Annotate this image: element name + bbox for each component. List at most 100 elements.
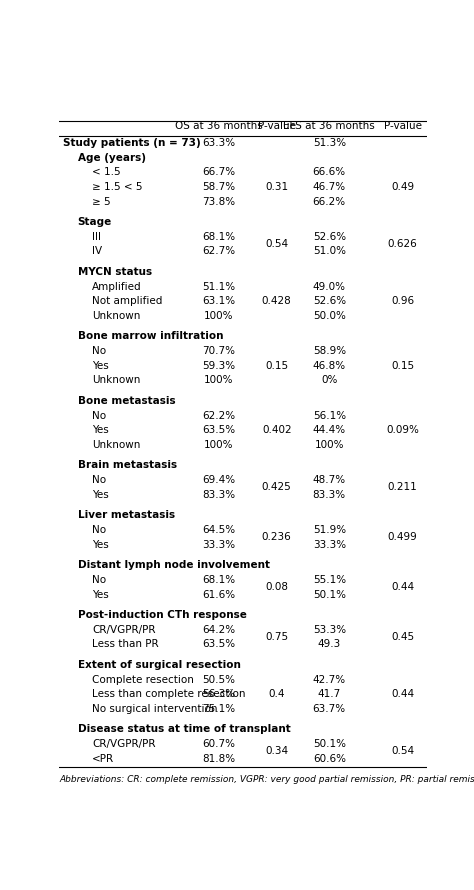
Text: 0.54: 0.54 <box>265 239 288 249</box>
Text: 0.34: 0.34 <box>265 747 288 756</box>
Text: 62.7%: 62.7% <box>202 247 236 256</box>
Text: 63.3%: 63.3% <box>202 138 236 148</box>
Text: 75.1%: 75.1% <box>202 704 236 714</box>
Text: No surgical intervention: No surgical intervention <box>92 704 218 714</box>
Text: 51.1%: 51.1% <box>202 281 236 292</box>
Text: 81.8%: 81.8% <box>202 754 236 764</box>
Text: CR/VGPR/PR: CR/VGPR/PR <box>92 625 156 635</box>
Text: Yes: Yes <box>92 490 109 500</box>
Text: <PR: <PR <box>92 754 114 764</box>
Text: No: No <box>92 346 107 356</box>
Text: 0.499: 0.499 <box>388 532 418 542</box>
Text: 0.428: 0.428 <box>262 296 292 306</box>
Text: 0.54: 0.54 <box>391 747 414 756</box>
Text: 0.15: 0.15 <box>265 360 288 371</box>
Text: 0.31: 0.31 <box>265 182 288 192</box>
Text: Amplified: Amplified <box>92 281 142 292</box>
Text: Disease status at time of transplant: Disease status at time of transplant <box>78 724 291 734</box>
Text: 58.9%: 58.9% <box>313 346 346 356</box>
Text: 0.49: 0.49 <box>391 182 414 192</box>
Text: No: No <box>92 410 107 421</box>
Text: 83.3%: 83.3% <box>313 490 346 500</box>
Text: Not amplified: Not amplified <box>92 296 163 306</box>
Text: Yes: Yes <box>92 360 109 371</box>
Text: Unknown: Unknown <box>92 440 141 450</box>
Text: 0.96: 0.96 <box>391 296 414 306</box>
Text: 0.08: 0.08 <box>265 582 288 592</box>
Text: 49.3: 49.3 <box>318 639 341 650</box>
Text: Age (years): Age (years) <box>78 152 146 163</box>
Text: 0.45: 0.45 <box>391 632 414 642</box>
Text: 51.9%: 51.9% <box>313 525 346 535</box>
Text: 68.1%: 68.1% <box>202 575 236 585</box>
Text: 33.3%: 33.3% <box>313 539 346 550</box>
Text: Abbreviations: CR: complete remission, VGPR: very good partial remission, PR: pa: Abbreviations: CR: complete remission, V… <box>59 775 474 784</box>
Text: 63.1%: 63.1% <box>202 296 236 306</box>
Text: 62.2%: 62.2% <box>202 410 236 421</box>
Text: No: No <box>92 525 107 535</box>
Text: 0.44: 0.44 <box>391 582 414 592</box>
Text: CR/VGPR/PR: CR/VGPR/PR <box>92 739 156 749</box>
Text: Study patients (n = 73): Study patients (n = 73) <box>63 138 201 148</box>
Text: MYCN status: MYCN status <box>78 267 152 277</box>
Text: Liver metastasis: Liver metastasis <box>78 510 175 521</box>
Text: Unknown: Unknown <box>92 376 141 385</box>
Text: 51.0%: 51.0% <box>313 247 346 256</box>
Text: Less than complete resection: Less than complete resection <box>92 689 246 700</box>
Text: OS at 36 months: OS at 36 months <box>175 121 263 131</box>
Text: 0.09%: 0.09% <box>386 425 419 435</box>
Text: 60.7%: 60.7% <box>202 739 236 749</box>
Text: Yes: Yes <box>92 425 109 435</box>
Text: Yes: Yes <box>92 539 109 550</box>
Text: 64.5%: 64.5% <box>202 525 236 535</box>
Text: 0.236: 0.236 <box>262 532 292 542</box>
Text: 0.75: 0.75 <box>265 632 288 642</box>
Text: 50.1%: 50.1% <box>313 739 346 749</box>
Text: 0.425: 0.425 <box>262 482 292 492</box>
Text: 50.0%: 50.0% <box>313 311 346 321</box>
Text: ≥ 1.5 < 5: ≥ 1.5 < 5 <box>92 182 143 192</box>
Text: 100%: 100% <box>204 376 234 385</box>
Text: 61.6%: 61.6% <box>202 589 236 600</box>
Text: 66.7%: 66.7% <box>202 167 236 177</box>
Text: 59.3%: 59.3% <box>202 360 236 371</box>
Text: 0.4: 0.4 <box>268 689 285 700</box>
Text: 56.3%: 56.3% <box>202 689 236 700</box>
Text: Unknown: Unknown <box>92 311 141 321</box>
Text: 58.7%: 58.7% <box>202 182 236 192</box>
Text: Bone marrow infiltration: Bone marrow infiltration <box>78 331 223 342</box>
Text: 70.7%: 70.7% <box>202 346 236 356</box>
Text: 52.6%: 52.6% <box>313 296 346 306</box>
Text: 52.6%: 52.6% <box>313 231 346 242</box>
Text: Yes: Yes <box>92 589 109 600</box>
Text: 69.4%: 69.4% <box>202 475 236 485</box>
Text: 50.1%: 50.1% <box>313 589 346 600</box>
Text: Complete resection: Complete resection <box>92 675 194 684</box>
Text: Bone metastasis: Bone metastasis <box>78 396 175 406</box>
Text: 0.626: 0.626 <box>388 239 418 249</box>
Text: 55.1%: 55.1% <box>313 575 346 585</box>
Text: 83.3%: 83.3% <box>202 490 236 500</box>
Text: 0.211: 0.211 <box>388 482 418 492</box>
Text: 44.4%: 44.4% <box>313 425 346 435</box>
Text: 100%: 100% <box>204 311 234 321</box>
Text: 60.6%: 60.6% <box>313 754 346 764</box>
Text: 68.1%: 68.1% <box>202 231 236 242</box>
Text: 63.5%: 63.5% <box>202 425 236 435</box>
Text: 66.2%: 66.2% <box>313 197 346 206</box>
Text: 48.7%: 48.7% <box>313 475 346 485</box>
Text: 41.7: 41.7 <box>318 689 341 700</box>
Text: P-value: P-value <box>258 121 296 131</box>
Text: EFS at 36 months: EFS at 36 months <box>283 121 375 131</box>
Text: Post-induction CTh response: Post-induction CTh response <box>78 610 246 620</box>
Text: 0.402: 0.402 <box>262 425 292 435</box>
Text: 100%: 100% <box>204 440 234 450</box>
Text: 63.5%: 63.5% <box>202 639 236 650</box>
Text: 63.7%: 63.7% <box>313 704 346 714</box>
Text: 42.7%: 42.7% <box>313 675 346 684</box>
Text: 50.5%: 50.5% <box>202 675 236 684</box>
Text: 64.2%: 64.2% <box>202 625 236 635</box>
Text: No: No <box>92 475 107 485</box>
Text: 33.3%: 33.3% <box>202 539 236 550</box>
Text: 46.7%: 46.7% <box>313 182 346 192</box>
